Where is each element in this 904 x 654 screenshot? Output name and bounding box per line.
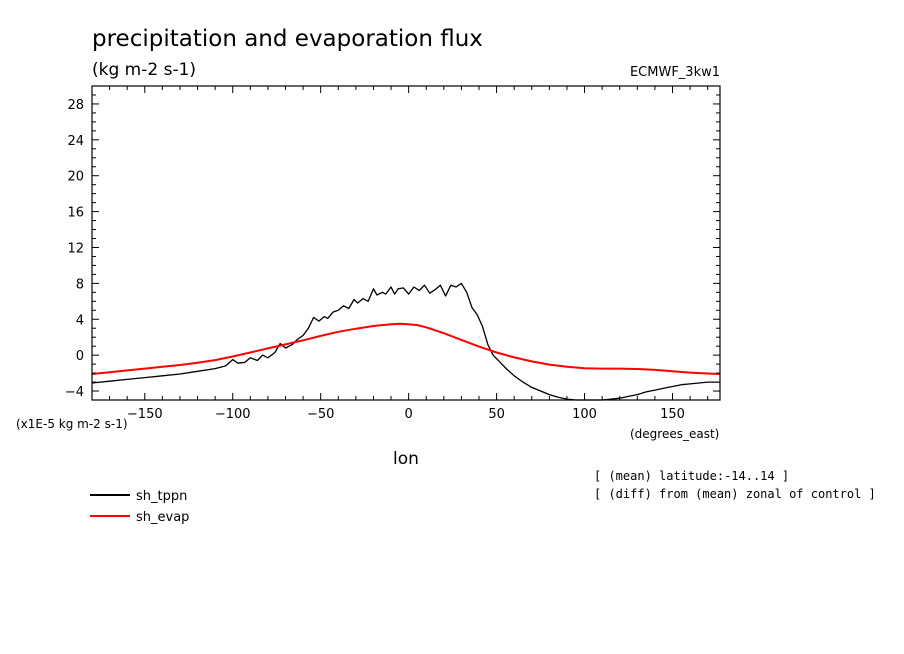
x-tick-label: 100 xyxy=(572,407,597,422)
legend-label-sh_tppn: sh_tppn xyxy=(136,489,187,504)
legend: sh_tppn sh_evap xyxy=(90,489,189,525)
y-tick-label: 20 xyxy=(67,170,84,185)
y-tick-label: 8 xyxy=(76,277,84,292)
x-tick-label: −50 xyxy=(307,407,334,422)
x-tick-label: −150 xyxy=(127,407,163,422)
x-tick-label: 50 xyxy=(488,407,505,422)
y-tick-label: 4 xyxy=(76,313,84,328)
series-line-sh_tppn xyxy=(91,282,720,401)
x-axis: −150 −100 −50 0 50 100 150 xyxy=(109,86,709,422)
plot-frame xyxy=(91,85,721,401)
y-tick-label: 12 xyxy=(67,241,84,256)
legend-label-sh_evap: sh_evap xyxy=(136,510,189,525)
annotation-latitude: [ (mean) latitude:-14..14 ] xyxy=(594,469,789,483)
series-line-sh_evap xyxy=(91,322,721,375)
annotation-diff: [ (diff) from (mean) zonal of control ] xyxy=(594,487,876,501)
chart-title: precipitation and evaporation flux xyxy=(92,26,483,52)
experiment-label: ECMWF_3kw1 xyxy=(630,65,720,80)
x-axis-label: lon xyxy=(393,449,419,469)
y-tick-label: 28 xyxy=(67,98,84,113)
x-units-label: (degrees_east) xyxy=(630,427,719,441)
y-tick-label: −4 xyxy=(65,385,84,400)
y-tick-label: 24 xyxy=(67,134,84,149)
y-tick-label: 16 xyxy=(67,206,84,221)
series-lines xyxy=(91,282,721,401)
y-scale-label: (x1E-5 kg m-2 s-1) xyxy=(16,417,128,431)
x-tick-label: 150 xyxy=(660,407,685,422)
x-tick-label: 0 xyxy=(404,407,412,422)
x-tick-label: −100 xyxy=(215,407,251,422)
y-axis: −4 0 4 8 12 16 20 24 28 xyxy=(65,85,720,400)
y-tick-label: 0 xyxy=(76,349,84,364)
chart-units: (kg m-2 s-1) xyxy=(92,60,196,80)
